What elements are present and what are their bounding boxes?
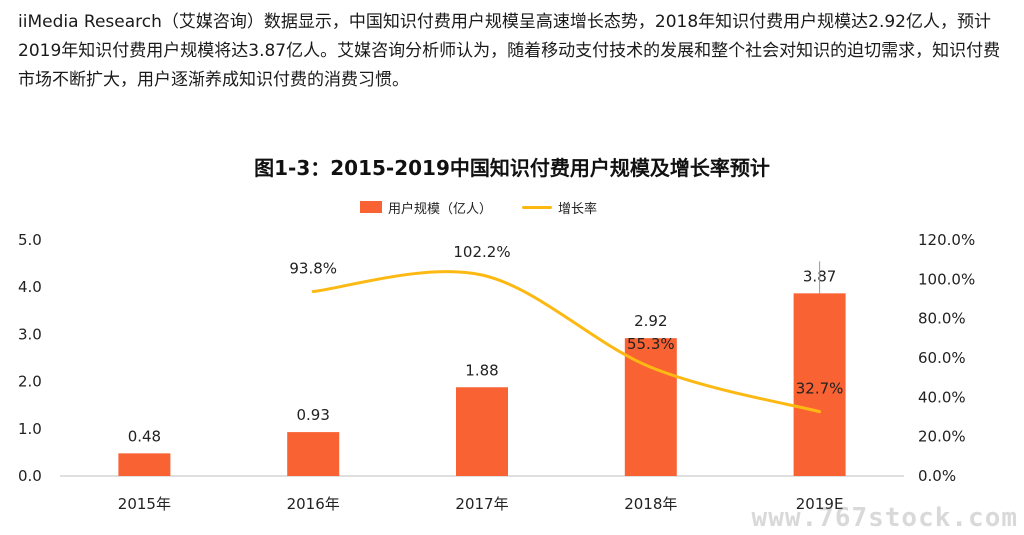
watermark: www.767stock.com [751, 503, 1018, 533]
bar-value-label: 2.92 [634, 312, 667, 330]
x-tick-label: 2015年 [118, 495, 171, 513]
x-tick-label: 2018年 [624, 495, 677, 513]
bar-value-label: 1.88 [465, 361, 498, 379]
growth-value-label: 102.2% [453, 243, 510, 261]
growth-value-label: 93.8% [289, 260, 337, 278]
legend-line-label: 增长率 [558, 201, 598, 217]
x-tick-label: 2016年 [287, 495, 340, 513]
bar-2016年 [287, 432, 340, 476]
y-right-tick-label: 100.0% [918, 270, 975, 288]
legend-line-swatch [522, 205, 553, 209]
y-right-tick-label: 60.0% [918, 349, 966, 367]
y-left-tick-label: 0.0 [18, 467, 42, 485]
y-left-tick-label: 1.0 [18, 420, 42, 438]
bar-value-label: 0.93 [296, 406, 329, 424]
y-left-tick-label: 5.0 [18, 231, 42, 249]
growth-value-label: 32.7% [796, 380, 844, 398]
x-tick-label: 2017年 [455, 495, 508, 513]
intro-paragraph: iiMedia Research（艾媒咨询）数据显示，中国知识付费用户规模呈高速… [18, 12, 1001, 90]
bar-2018年 [624, 338, 677, 476]
growth-rate-line [311, 270, 822, 414]
legend-bar-swatch [360, 201, 382, 213]
legend-entry-bar: 用户规模（亿人） [360, 198, 492, 217]
growth-value-label: 55.3% [627, 335, 675, 353]
y-right-tick-label: 0.0% [918, 467, 956, 485]
legend-bar-label: 用户规模（亿人） [388, 201, 493, 217]
y-left-tick-label: 2.0 [18, 373, 42, 391]
chart-title: 图1-3：2015-2019中国知识付费用户规模及增长率预计 [254, 156, 770, 180]
y-right-tick-label: 80.0% [918, 310, 966, 328]
y-right-tick-label: 120.0% [918, 231, 975, 249]
x-tick-label: 2019E [796, 495, 844, 513]
chart-legend: 用户规模（亿人） 增长率 [360, 196, 597, 218]
bar-2019E [793, 293, 846, 476]
y-right-tick-label: 20.0% [918, 428, 966, 446]
y-right-tick-label: 40.0% [918, 388, 966, 406]
bar-2017年 [456, 387, 508, 476]
bar-2015年 [118, 453, 171, 476]
y-left-tick-label: 3.0 [18, 325, 42, 343]
y-left-tick-label: 4.0 [18, 278, 42, 296]
bar-value-label: 0.48 [128, 427, 161, 445]
legend-entry-line: 增长率 [522, 198, 597, 217]
